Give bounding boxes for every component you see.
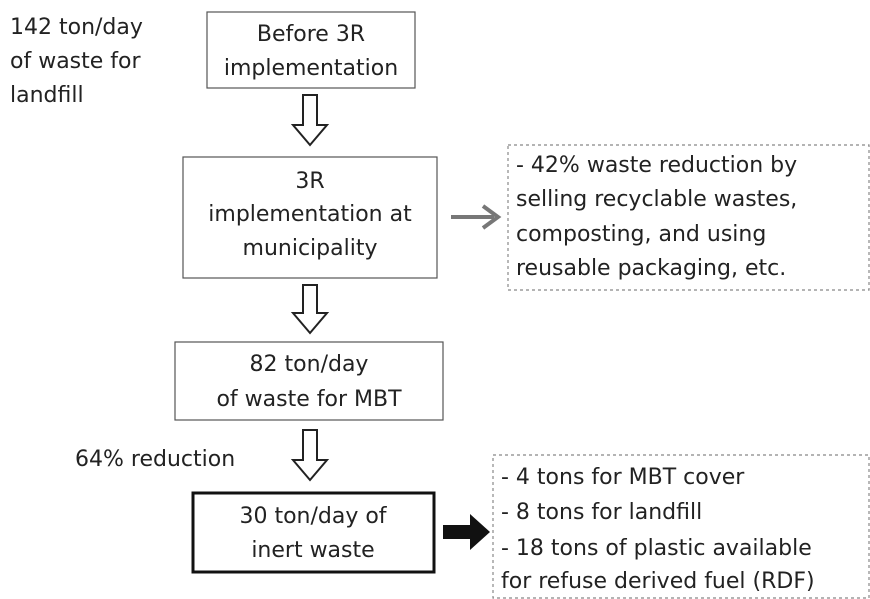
side-arrow <box>443 514 490 550</box>
down-arrow <box>290 429 330 482</box>
node-text: 3R <box>295 169 324 194</box>
node-text: municipality <box>243 236 378 261</box>
side-note-text: selling recyclable wastes, <box>516 187 797 212</box>
input-note: 142 ton/day <box>10 15 143 40</box>
side-note-text: - 18 tons of plastic available <box>501 536 812 561</box>
side-note-text: reusable packaging, etc. <box>516 256 786 281</box>
node-box <box>182 156 438 279</box>
node-text: Before 3R <box>257 22 365 47</box>
side-note-text: - 8 tons for landfill <box>501 500 702 525</box>
down-arrow <box>290 284 330 335</box>
reduction-label: 64% reduction <box>75 447 235 472</box>
side-note-text: for refuse derived fuel (RDF) <box>501 569 815 594</box>
side-note-text: - 42% waste reduction by <box>516 153 797 178</box>
side-note-box <box>507 144 870 291</box>
side-note-box <box>492 454 870 599</box>
input-note: of waste for <box>10 49 141 74</box>
side-note-text: composting, and using <box>516 222 766 247</box>
node-text: 30 ton/day of <box>239 504 387 529</box>
node-text: implementation <box>224 56 398 81</box>
node-text: of waste for MBT <box>216 387 402 412</box>
node-box <box>191 491 436 574</box>
down-arrow <box>290 94 330 147</box>
input-note: landfill <box>10 83 84 108</box>
node-box <box>206 11 416 89</box>
node-text: implementation at <box>208 202 412 227</box>
node-text: 82 ton/day <box>250 352 369 377</box>
side-note-text: - 4 tons for MBT cover <box>501 465 745 490</box>
side-arrow <box>451 204 502 230</box>
node-box <box>174 341 444 421</box>
node-text: inert waste <box>251 538 374 563</box>
